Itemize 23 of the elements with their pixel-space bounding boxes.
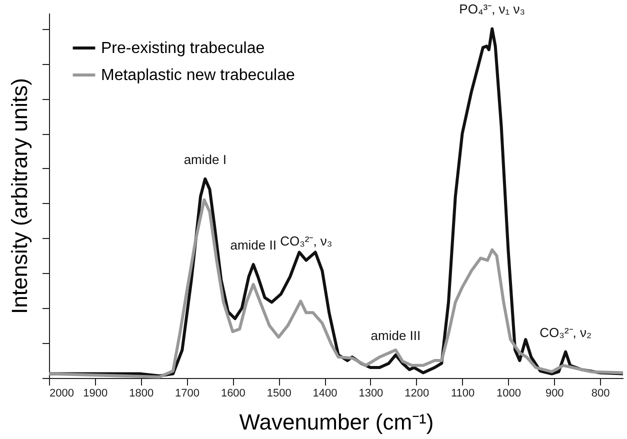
x-axis-title: Wavenumber (cm⁻¹)	[239, 410, 434, 434]
x-tick-label: 1200	[404, 388, 430, 400]
x-tick-label: 1400	[312, 388, 338, 400]
x-tick-label: 800	[591, 388, 610, 400]
annotation: PO₄³⁻, ν₁ ν₃	[459, 2, 526, 17]
y-axis-title: Intensity (arbitrary units)	[7, 78, 32, 314]
x-tick-label: 1300	[358, 388, 384, 400]
legend-label: Metaplastic new trabeculae	[101, 67, 295, 84]
x-tick-label: 1800	[129, 388, 154, 400]
x-tick-label: 1900	[83, 388, 108, 400]
x-tick-label: 1700	[175, 388, 200, 400]
annotation: amide I	[184, 152, 226, 167]
annotation: amide II	[230, 237, 276, 252]
annotation: amide III	[370, 328, 421, 343]
x-tick-label: 1100	[450, 388, 475, 400]
x-tick-label: 900	[545, 388, 564, 400]
x-tick-label: 1600	[220, 388, 246, 400]
x-tick-label: 2000	[50, 388, 74, 400]
x-tick-label: 1000	[496, 388, 521, 400]
annotation: CO₃²⁻, ν₃	[280, 233, 332, 248]
x-tick-label: 1500	[266, 388, 292, 400]
legend-label: Pre-existing trabeculae	[101, 40, 265, 57]
annotation: CO₃²⁻, ν₂	[540, 324, 592, 340]
